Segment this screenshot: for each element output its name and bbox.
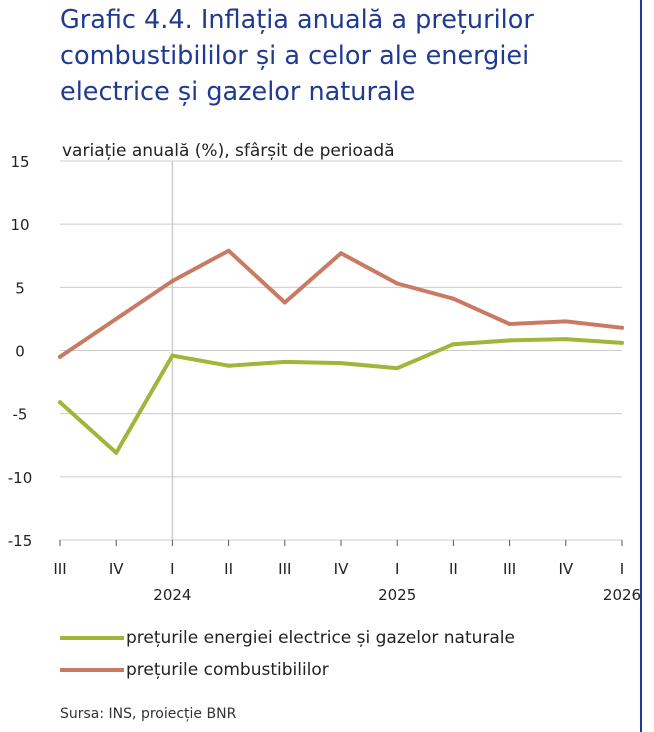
year-label: 2025	[378, 586, 416, 604]
x-tick-label: II	[224, 560, 233, 578]
data-point	[114, 450, 119, 455]
legend-label: prețurile combustibililor	[126, 660, 329, 680]
legend: prețurile energiei electrice și gazelor …	[60, 622, 515, 686]
data-point	[507, 321, 512, 326]
data-point	[114, 316, 119, 321]
source-note: Sursa: INS, proiecție BNR	[60, 706, 237, 722]
data-point	[451, 296, 456, 301]
line-chart: 15 10 5 0 -5 -10 -15 variație anuală (%), sfârș…	[8, 141, 641, 604]
data-point	[170, 279, 175, 284]
data-point	[395, 281, 400, 286]
x-tick-label: I	[620, 560, 624, 578]
x-tick-label: III	[53, 560, 66, 578]
legend-swatch	[60, 668, 124, 672]
data-point	[620, 325, 624, 330]
y-tick-label: -10	[8, 469, 33, 487]
data-point	[58, 400, 62, 405]
data-point	[451, 342, 456, 347]
y-tick-label: 15	[10, 153, 29, 171]
legend-swatch	[60, 636, 124, 640]
data-point	[395, 366, 400, 371]
data-point	[563, 337, 568, 342]
y-tick-label: 10	[10, 216, 29, 234]
chart-title: Grafic 4.4. Inflația anuală a prețurilor…	[60, 5, 534, 107]
data-point	[170, 353, 175, 358]
data-point	[339, 361, 343, 366]
data-point	[282, 300, 287, 305]
x-tick-label: IV	[334, 560, 349, 578]
data-point	[620, 340, 624, 345]
series-line	[58, 337, 624, 455]
legend-label: prețurile energiei electrice și gazelor …	[126, 628, 515, 648]
x-tick-label: II	[449, 560, 458, 578]
x-tick-label: I	[395, 560, 399, 578]
data-point	[226, 248, 231, 253]
year-label: 2024	[153, 586, 191, 604]
data-point	[58, 354, 62, 359]
data-point	[339, 251, 343, 256]
year-label: 2026	[603, 586, 641, 604]
x-tick-label: III	[278, 560, 291, 578]
data-point	[507, 338, 512, 343]
y-axis-label: variație anuală (%), sfârșit de perioadă	[62, 141, 395, 161]
data-point	[282, 359, 287, 364]
data-point	[563, 319, 568, 324]
y-tick-label: -5	[13, 406, 28, 424]
x-tick-label: III	[503, 560, 516, 578]
x-tick-label: IV	[109, 560, 124, 578]
data-point	[226, 363, 231, 368]
x-tick-label: IV	[558, 560, 573, 578]
y-tick-label: -15	[8, 532, 33, 550]
y-tick-label: 5	[15, 279, 25, 297]
legend-item: prețurile combustibililor	[60, 654, 515, 686]
right-border-rule	[640, 0, 642, 732]
legend-item: prețurile energiei electrice și gazelor …	[60, 622, 515, 654]
x-tick-label: I	[170, 560, 174, 578]
y-tick-label: 0	[15, 343, 25, 361]
